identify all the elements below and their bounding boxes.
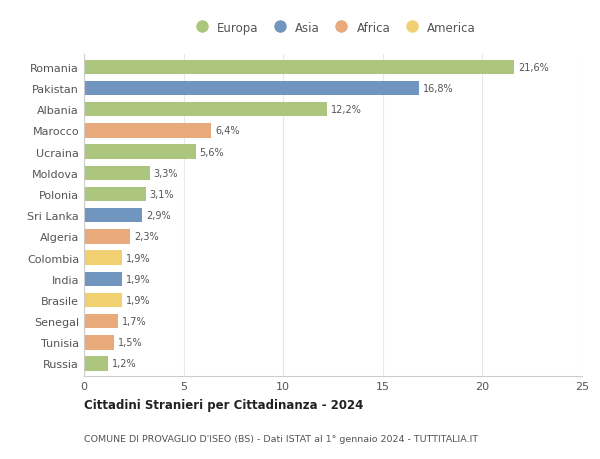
Text: 3,3%: 3,3% [154,168,178,179]
Text: 1,7%: 1,7% [122,316,146,326]
Bar [84,293,122,308]
Bar [84,208,142,223]
Text: 1,9%: 1,9% [126,295,151,305]
Bar [84,166,150,181]
Legend: Europa, Asia, Africa, America: Europa, Asia, Africa, America [188,19,478,37]
Bar [84,187,146,202]
Text: 3,1%: 3,1% [150,190,174,200]
Text: Cittadini Stranieri per Cittadinanza - 2024: Cittadini Stranieri per Cittadinanza - 2… [84,398,364,412]
Bar [84,336,114,350]
Text: 1,5%: 1,5% [118,337,142,347]
Bar [84,230,130,244]
Text: 16,8%: 16,8% [422,84,453,94]
Bar [84,272,122,286]
Text: 2,9%: 2,9% [146,211,170,221]
Text: 2,3%: 2,3% [134,232,158,242]
Bar [84,357,108,371]
Text: COMUNE DI PROVAGLIO D'ISEO (BS) - Dati ISTAT al 1° gennaio 2024 - TUTTITALIA.IT: COMUNE DI PROVAGLIO D'ISEO (BS) - Dati I… [84,434,478,442]
Text: 6,4%: 6,4% [215,126,240,136]
Text: 1,9%: 1,9% [126,253,151,263]
Text: 1,2%: 1,2% [112,358,137,369]
Text: 21,6%: 21,6% [518,63,549,73]
Bar [84,103,327,117]
Bar [84,124,211,138]
Bar [84,314,118,329]
Bar [84,61,514,75]
Text: 1,9%: 1,9% [126,274,151,284]
Text: 12,2%: 12,2% [331,105,362,115]
Text: 5,6%: 5,6% [200,147,224,157]
Bar [84,251,122,265]
Bar [84,145,196,159]
Bar [84,82,419,96]
